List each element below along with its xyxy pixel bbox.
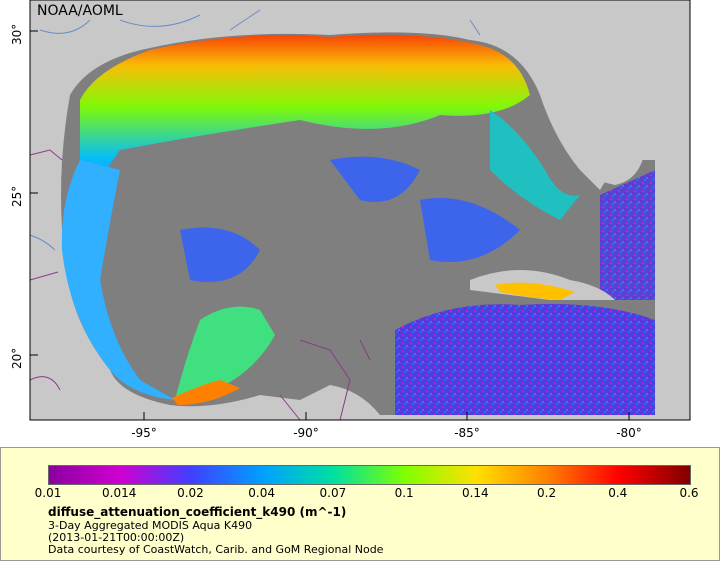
map-area: NOAA/AOML -95° -90° -85° -80° 30° 25° 20… <box>10 0 691 440</box>
credit-label: NOAA/AOML <box>37 3 123 19</box>
lon-tick-label: -95° <box>131 426 157 440</box>
variable-name: diffuse_attenuation_coefficient_k490 (m^… <box>48 505 347 519</box>
rivers <box>29 9 481 251</box>
colorbar-tick-label: 0.07 <box>319 486 347 500</box>
lat-tick-label: 20° <box>10 347 24 369</box>
colorbar <box>48 465 691 485</box>
coastal-band-north <box>80 34 530 240</box>
colorbar-tick-label: 0.1 <box>394 486 414 500</box>
colorbar-tick-label: 0.02 <box>177 486 204 500</box>
lat-tick-label: 25° <box>10 185 24 207</box>
lon-tick-label: -90° <box>293 426 319 440</box>
data-courtesy: Data courtesy of CoastWatch, Carib. and … <box>48 543 384 556</box>
bahamas-noise <box>600 170 655 300</box>
legend-panel: 0.01 0.014 0.02 0.04 0.07 0.1 0.14 0.2 0.4 0.6 di… <box>0 447 720 561</box>
axis-ticks <box>30 30 630 420</box>
colorbar-tick-label: 0.14 <box>461 486 489 500</box>
colorbar-tick-label: 0.2 <box>537 486 557 500</box>
colorbar-tick-label: 0.04 <box>248 486 276 500</box>
map-frame <box>29 0 691 421</box>
lat-tick-label: 30° <box>10 23 24 45</box>
lon-tick-label: -80° <box>616 426 642 440</box>
time-stamp: (2013-01-21T00:00:00Z) <box>48 531 185 544</box>
yucatan-coast <box>172 380 240 405</box>
florida-land <box>545 55 645 185</box>
political-borders <box>29 149 371 421</box>
florida-band <box>490 110 580 220</box>
lon-tick-label: -85° <box>454 426 480 440</box>
colorbar-tick-label: 0.4 <box>608 486 628 500</box>
coastal-band-west <box>61 160 176 400</box>
colorbar-tick-label: 0.01 <box>34 486 62 500</box>
map-canvas <box>29 0 691 421</box>
caribbean-noise <box>395 304 655 415</box>
dataset-description: 3-Day Aggregated MODIS Aqua K490 <box>48 519 253 532</box>
colorbar-tick-label: 0.014 <box>102 486 137 500</box>
central-patches <box>180 156 520 282</box>
yucatan-band <box>175 306 275 400</box>
colorbar-tick-label: 0.6 <box>679 486 699 500</box>
cuba-coast <box>495 282 575 300</box>
